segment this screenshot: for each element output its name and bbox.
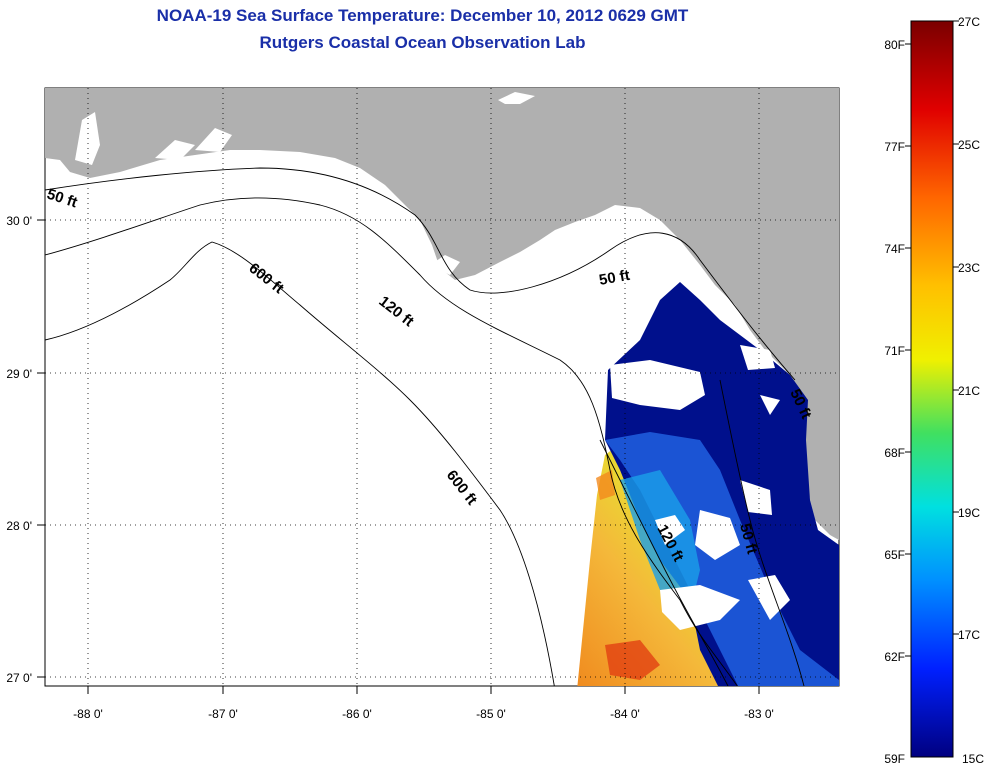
lon-label: -85 0' — [476, 707, 506, 721]
land-mass — [45, 88, 839, 540]
colorbar-c-label: 23C — [958, 261, 980, 275]
sst-hot-patch — [596, 470, 615, 500]
colorbar-ticks — [905, 20, 959, 657]
lon-label: -88 0' — [73, 707, 103, 721]
cloud-mask — [655, 515, 685, 545]
cloud-mask — [740, 345, 775, 370]
lon-label: -86 0' — [342, 707, 372, 721]
colorbar-c-label: 25C — [958, 138, 980, 152]
depth-label: 50 ft — [598, 267, 631, 289]
lat-label: 29 0' — [6, 367, 32, 381]
colorbar-c-label: 21C — [958, 384, 980, 398]
map-title: NOAA-19 Sea Surface Temperature: Decembe… — [156, 6, 689, 25]
cloud-mask — [610, 360, 705, 410]
sst-cyan-patch — [620, 470, 700, 610]
colorbar-f-label: 59F — [884, 752, 905, 766]
lat-label: 27 0' — [6, 671, 32, 685]
lon-label: -84 0' — [610, 707, 640, 721]
colorbar-f-label: 80F — [884, 38, 905, 52]
colorbar-f-label: 62F — [884, 650, 905, 664]
lat-label: 28 0' — [6, 519, 32, 533]
colorbar-f-label: 68F — [884, 446, 905, 460]
cloud-mask — [740, 480, 772, 515]
map-subtitle: Rutgers Coastal Ocean Observation Lab — [259, 33, 586, 52]
cloud-mask — [760, 395, 780, 415]
sst-hot-patch — [605, 640, 660, 680]
cloud-mask — [748, 575, 790, 620]
colorbar-f-label: 65F — [884, 548, 905, 562]
colorbar — [910, 20, 954, 758]
colorbar-f-label: 77F — [884, 140, 905, 154]
lon-label: -83 0' — [744, 707, 774, 721]
colorbar-f-label: 74F — [884, 242, 905, 256]
axis-ticks — [37, 219, 760, 694]
colorbar-c-label: 19C — [958, 506, 980, 520]
bay-inlet — [155, 140, 195, 160]
lon-label: -87 0' — [208, 707, 238, 721]
bay-inlet — [75, 112, 100, 165]
colorbar-c-label: 17C — [958, 628, 980, 642]
colorbar-c-label: 15C — [962, 752, 984, 766]
cloud-mask — [660, 585, 740, 630]
colorbar-f-label: 71F — [884, 344, 905, 358]
lat-label: 30 0' — [6, 214, 32, 228]
lake — [498, 92, 535, 104]
cloud-mask — [695, 510, 740, 560]
bathymetry-contours — [45, 167, 805, 686]
bay-inlet — [430, 255, 460, 275]
colorbar-c-label: 27C — [958, 15, 980, 29]
